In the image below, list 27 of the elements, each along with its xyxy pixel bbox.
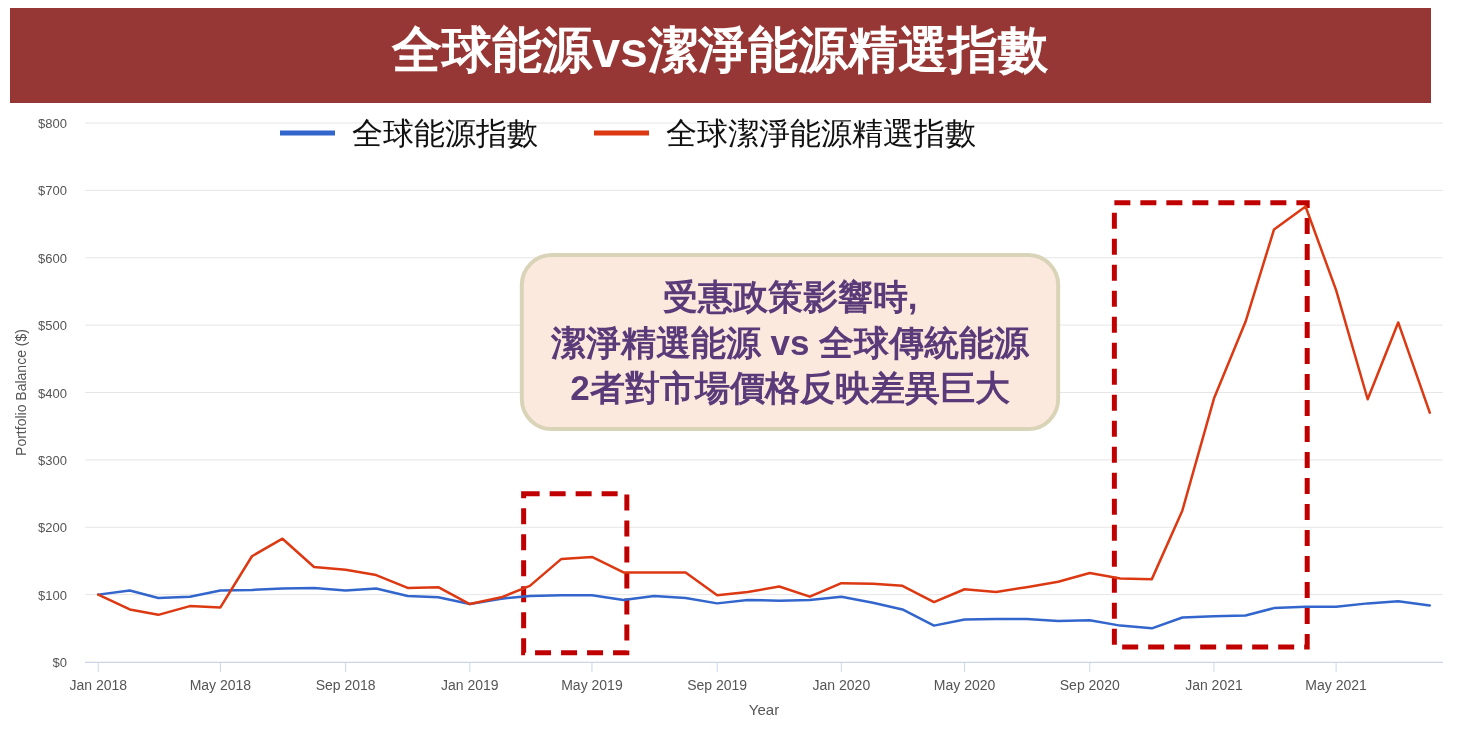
legend-label: 全球能源指數	[352, 116, 538, 151]
legend-label: 全球潔淨能源精選指數	[666, 116, 976, 151]
y-tick-label: $400	[38, 385, 67, 401]
x-tick-label: Jan 2020	[812, 677, 871, 693]
x-tick-label: Jan 2019	[441, 677, 499, 693]
y-tick-label: $200	[38, 520, 67, 536]
x-axis-title: Year	[748, 701, 780, 718]
x-tick-label: Sep 2018	[315, 677, 376, 693]
x-tick-label: Sep 2020	[1059, 677, 1120, 693]
title: 全球能源vs潔淨能源精選指數	[392, 22, 1048, 78]
y-tick-label: $700	[38, 183, 67, 199]
x-tick-label: May 2018	[189, 677, 252, 693]
annotation: 受惠政策影響時, 潔淨精選能源 vs 全球傳統能源 2者對市場價格反映差異巨大	[549, 277, 1031, 408]
y-tick-label: $100	[38, 587, 67, 603]
y-tick-label: $500	[38, 318, 67, 334]
y-tick-label: $0	[52, 655, 67, 670]
y-tick-label: $300	[38, 452, 67, 468]
x-tick-label: Jan 2018	[69, 677, 128, 693]
x-tick-label: May 2021	[1305, 677, 1367, 693]
annotation: 受惠政策影響時, 潔淨精選能源 vs 全球傳統能源 2者對市場價格反映差異巨大	[519, 253, 1061, 432]
y-tick-label: $800	[38, 116, 67, 131]
x-tick-label: Sep 2019	[687, 677, 748, 693]
x-tick-label: May 2019	[561, 677, 623, 693]
x-tick-label: May 2020	[933, 677, 996, 693]
y-axis-title: Portfolio Balance ($)	[13, 329, 29, 456]
x-tick-label: Jan 2021	[1185, 677, 1243, 693]
y-tick-label: $600	[38, 250, 67, 266]
